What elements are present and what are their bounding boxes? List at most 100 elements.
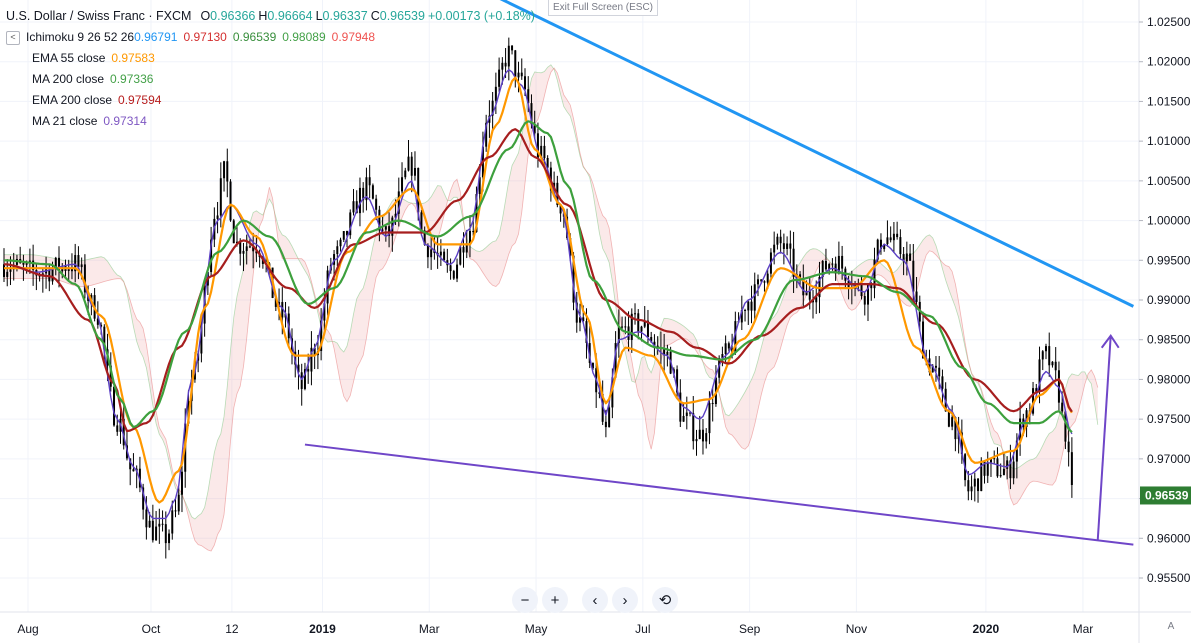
candle-body — [1006, 460, 1009, 469]
candle-body — [837, 255, 840, 274]
candle-body — [685, 412, 688, 416]
x-tick-label: Jul — [635, 622, 650, 636]
ohlc-l: L0.96337 — [316, 9, 368, 23]
y-tick-label: 0.98000 — [1147, 372, 1191, 386]
candle-body — [637, 313, 640, 332]
candle-body — [701, 429, 704, 442]
candle-body — [420, 212, 423, 231]
candle-body — [310, 347, 313, 372]
candle-body — [928, 358, 931, 373]
candle-body — [536, 133, 539, 158]
candle-body — [727, 343, 730, 349]
candle-body — [799, 274, 802, 278]
candle-body — [527, 89, 530, 104]
candle-body — [896, 233, 899, 238]
candle-body — [1009, 460, 1012, 479]
exit-fullscreen-button[interactable]: Exit Full Screen (ESC) — [548, 0, 658, 16]
candle-body — [676, 369, 679, 393]
indicator-name[interactable]: MA 21 close — [32, 114, 98, 128]
ohlc-value: 0.96664 — [267, 9, 313, 23]
indicator-value: 0.98089 — [282, 30, 326, 44]
candle-body — [365, 177, 368, 201]
candle-body — [100, 324, 103, 327]
collapse-legend-toggle[interactable]: < — [6, 30, 20, 45]
x-tick-label: May — [525, 622, 548, 636]
candle-body — [999, 475, 1002, 477]
candle-body — [355, 201, 358, 214]
x-tick-label: 2020 — [973, 622, 1000, 636]
candle-body — [650, 336, 653, 342]
candle-body — [229, 181, 232, 221]
time-axis[interactable]: Aug Oct 12 2019 Mar May Jul Sep Nov 2020 Mar — [17, 622, 1093, 636]
candle-body — [514, 50, 517, 78]
candle-body — [132, 469, 135, 472]
candle-body — [588, 343, 591, 363]
zoom-in-button[interactable]: + — [542, 587, 568, 613]
candle-body — [905, 253, 908, 262]
candle-body — [252, 247, 255, 252]
candle-body — [323, 303, 326, 321]
y-tick-label: 0.97000 — [1147, 452, 1191, 466]
candle-body — [960, 432, 963, 455]
candle-body — [873, 259, 876, 289]
indicator-name[interactable]: MA 200 close — [32, 72, 105, 86]
candle-body — [426, 244, 429, 258]
candle-body — [235, 241, 238, 244]
candle-body — [841, 255, 844, 269]
indicator-values: 0.97583 — [111, 48, 160, 69]
candle-body — [155, 526, 158, 541]
scroll-right-button[interactable]: › — [612, 587, 638, 613]
candle-body — [113, 386, 116, 426]
candle-body — [413, 167, 416, 176]
candle-body — [346, 231, 349, 236]
candle-body — [983, 460, 986, 476]
lower-trendline[interactable] — [304, 443, 1134, 546]
candle-body — [300, 372, 303, 389]
indicator-row-ma200: MA 200 close 0.97336 — [6, 69, 535, 90]
candle-body — [158, 523, 161, 527]
candle-body — [1044, 346, 1047, 352]
candle-body — [313, 347, 316, 356]
candle-body — [721, 354, 724, 359]
candle-body — [740, 309, 743, 323]
candle-body — [821, 260, 824, 277]
candle-body — [986, 462, 989, 476]
indicator-name[interactable]: EMA 55 close — [32, 51, 106, 65]
symbol-title[interactable]: U.S. Dollar / Swiss Franc · FXCM — [6, 9, 192, 23]
indicator-value: 0.96791 — [134, 30, 178, 44]
candle-body — [362, 187, 365, 201]
indicator-lines — [3, 68, 1073, 520]
candle-body — [643, 320, 646, 327]
x-tick-label: 2019 — [309, 622, 336, 636]
scroll-left-button[interactable]: ‹ — [582, 587, 608, 613]
candle-body — [705, 433, 708, 442]
auto-scale-button[interactable]: A — [1167, 621, 1175, 632]
y-tick-label: 0.99000 — [1147, 293, 1191, 307]
indicator-name[interactable]: EMA 200 close — [32, 93, 113, 107]
candle-body — [879, 239, 882, 250]
candle-body — [1064, 411, 1067, 442]
candle-body — [25, 262, 28, 265]
indicator-name[interactable]: Ichimoku 9 26 52 26 — [26, 30, 135, 44]
candle-body — [682, 415, 685, 422]
indicator-values: 0.96791 0.97130 0.96539 0.98089 0.97948 — [134, 27, 381, 48]
candle-body — [724, 343, 727, 355]
candle-body — [970, 486, 973, 492]
ohlc-values: O0.96366 H0.96664 L0.96337 C0.96539 +0.00173… — [197, 6, 535, 27]
reset-chart-button[interactable]: ⟲ — [652, 587, 678, 613]
candle-body — [465, 243, 468, 253]
candle-body — [32, 260, 35, 271]
candle-body — [122, 418, 125, 446]
projection-arrow[interactable] — [1096, 335, 1112, 540]
zoom-out-button[interactable]: − — [512, 587, 538, 613]
upper-trendline[interactable] — [480, 0, 1135, 308]
candle-body — [779, 236, 782, 244]
candle-body — [802, 277, 805, 296]
candle-body — [51, 268, 54, 282]
candle-body — [931, 365, 934, 373]
candle-body — [216, 215, 219, 219]
y-tick-label: 1.02500 — [1147, 15, 1191, 29]
candle-body — [171, 510, 174, 534]
senkou-span-a — [4, 64, 1099, 520]
